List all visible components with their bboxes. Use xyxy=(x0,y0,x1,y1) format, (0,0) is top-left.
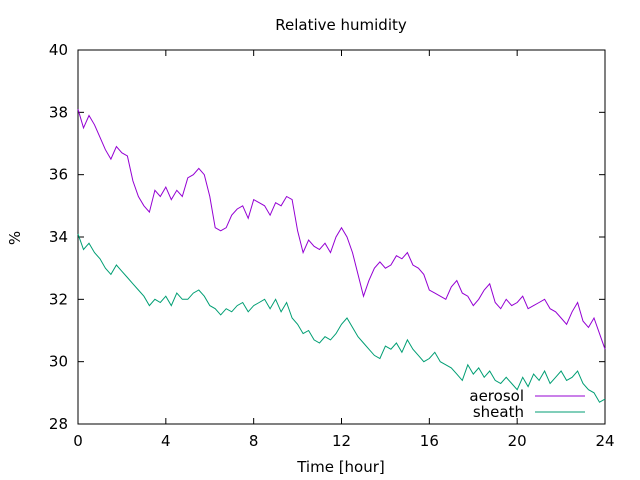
legend-label-sheath: sheath xyxy=(473,403,524,421)
chart-title: Relative humidity xyxy=(275,16,407,34)
y-tick-label: 34 xyxy=(49,228,68,246)
x-tick-label: 0 xyxy=(73,432,83,450)
legend: aerosol sheath xyxy=(469,387,585,421)
x-tick-label: 8 xyxy=(249,432,259,450)
y-tick-label: 40 xyxy=(49,41,68,59)
plot-frame xyxy=(77,49,606,425)
y-axis-label: % xyxy=(6,231,24,245)
x-tick-label: 12 xyxy=(332,432,351,450)
x-tick-label: 24 xyxy=(595,432,614,450)
y-tick-label: 32 xyxy=(49,290,68,308)
y-tick-label: 38 xyxy=(49,103,68,121)
y-axis: 28 30 32 34 36 38 40 xyxy=(49,41,605,433)
series-lines xyxy=(77,109,606,403)
x-tick-label: 20 xyxy=(508,432,527,450)
y-tick-label: 30 xyxy=(49,353,68,371)
y-tick-label: 28 xyxy=(49,415,68,433)
series-line-sheath xyxy=(77,233,606,403)
x-axis: 0 4 8 12 16 20 24 xyxy=(73,50,615,450)
y-tick-label: 36 xyxy=(49,166,68,184)
x-axis-label: Time [hour] xyxy=(296,458,385,476)
series-line-aerosol xyxy=(77,109,606,350)
x-tick-label: 4 xyxy=(161,432,171,450)
legend-label-aerosol: aerosol xyxy=(469,387,524,405)
x-tick-label: 16 xyxy=(420,432,439,450)
